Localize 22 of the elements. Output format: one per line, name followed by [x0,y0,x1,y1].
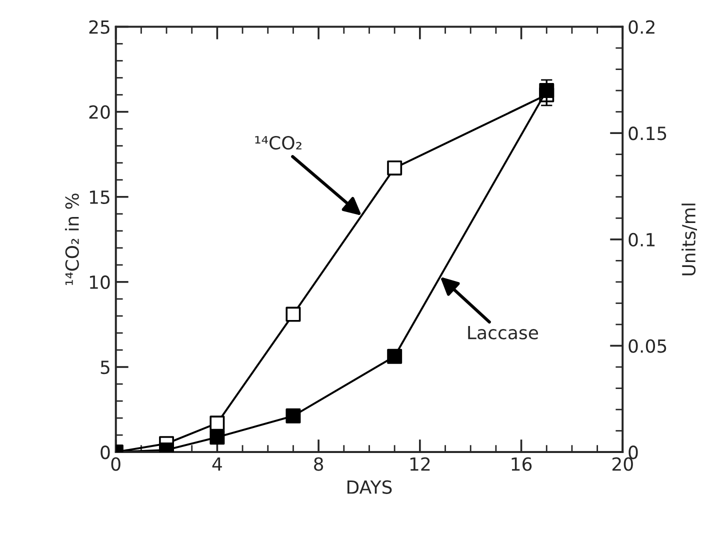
y2-tick-label: 0.15 [628,126,666,140]
x-tick-label: 8 [314,457,324,471]
y-tick-label: 25 [89,20,110,34]
x-tick-label: 20 [612,457,633,471]
y-tick-label: 10 [90,275,110,290]
x-tick-label: 0 [111,457,120,471]
y2-tick-label: 0 [628,446,638,460]
y-tick-label: 5 [100,360,110,374]
annotation: ¹⁴CO₂ [255,136,302,150]
annotation: Laccase [468,326,538,340]
x-tick-label: 12 [410,457,430,471]
y2-tick-label: 0.2 [628,20,654,34]
y2-tick-label: 0.05 [628,339,666,353]
y-tick-label: 20 [89,105,110,119]
x-tick-label: 4 [212,457,222,471]
x-axis-title: DAYS [347,480,392,494]
y-tick-label: 0 [100,446,110,460]
y-axis-title: ¹⁴CO₂ in % [64,194,79,286]
y2-tick-label: 0.1 [628,232,655,247]
y-tick-label: 15 [90,190,110,204]
x-tick-label: 16 [512,457,532,471]
y2-axis-title: Units/ml [682,204,697,276]
